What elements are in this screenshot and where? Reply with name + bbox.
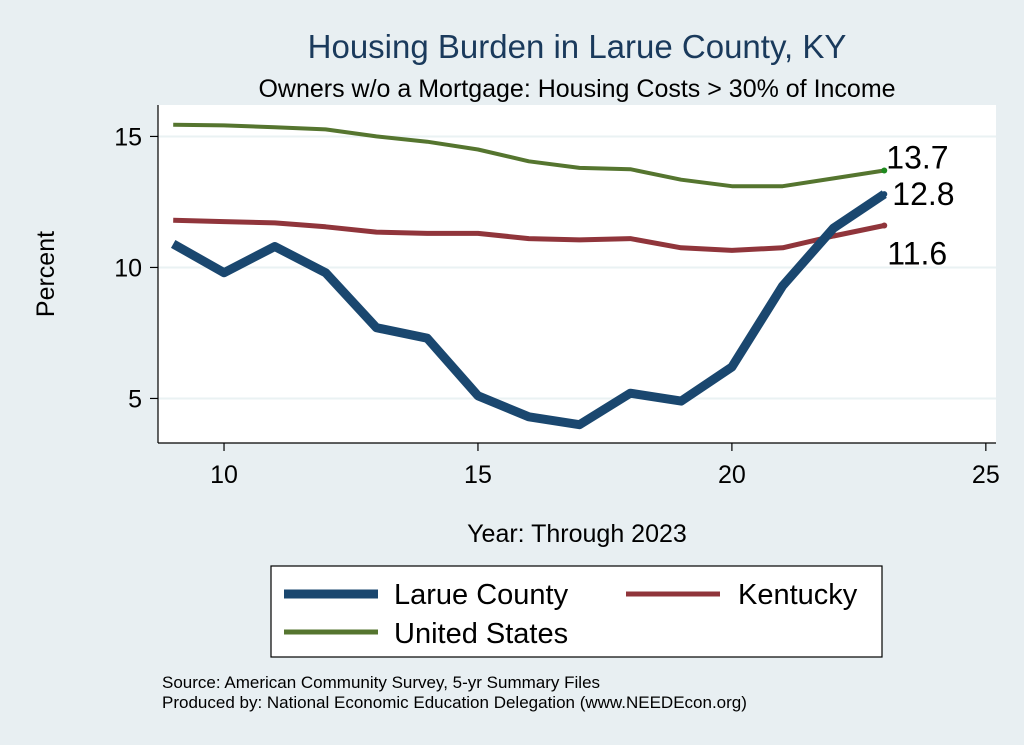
- y-tick-label: 10: [114, 254, 142, 282]
- gridlines: [158, 135, 996, 400]
- end-point-larue-county: [881, 191, 888, 198]
- y-tick-label: 15: [114, 123, 142, 151]
- legend-label-united-states: United States: [394, 618, 568, 650]
- chart-subtitle: Owners w/o a Mortgage: Housing Costs > 3…: [258, 75, 895, 103]
- x-tick-label: 25: [972, 461, 1000, 489]
- legend: Larue County Kentucky United States: [270, 565, 883, 658]
- produced-by-note: Produced by: National Economic Education…: [162, 693, 747, 712]
- x-tick-label: 20: [718, 461, 746, 489]
- end-point-kentucky: [881, 222, 888, 229]
- x-tick-label: 15: [464, 461, 492, 489]
- end-point-united-states: [881, 167, 888, 174]
- legend-label-larue-county: Larue County: [394, 579, 569, 611]
- end-label-larue-county: 12.8: [892, 176, 954, 212]
- end-label-united-states: 13.7: [886, 140, 948, 176]
- x-tick-label: 10: [210, 461, 238, 489]
- x-axis-label: Year: Through 2023: [467, 520, 687, 548]
- y-ticks: 5 10 15: [114, 123, 158, 413]
- series-line-larue-county: [170, 190, 887, 430]
- end-label-kentucky: 11.6: [887, 236, 947, 272]
- series-line-kentucky: [173, 217, 885, 253]
- source-note: Source: American Community Survey, 5-yr …: [162, 673, 600, 692]
- y-axis-label: Percent: [32, 231, 60, 317]
- series-layer: [170, 122, 887, 430]
- legend-label-kentucky: Kentucky: [738, 579, 858, 611]
- legend-box: [270, 565, 883, 658]
- plot-area: [158, 105, 996, 443]
- x-ticks: 10 15 20 25: [210, 443, 1000, 489]
- y-tick-label: 5: [128, 385, 142, 413]
- chart-title: Housing Burden in Larue County, KY: [308, 28, 847, 65]
- series-line-united-states: [173, 122, 885, 189]
- end-labels: 13.7 11.6 12.8: [881, 140, 955, 272]
